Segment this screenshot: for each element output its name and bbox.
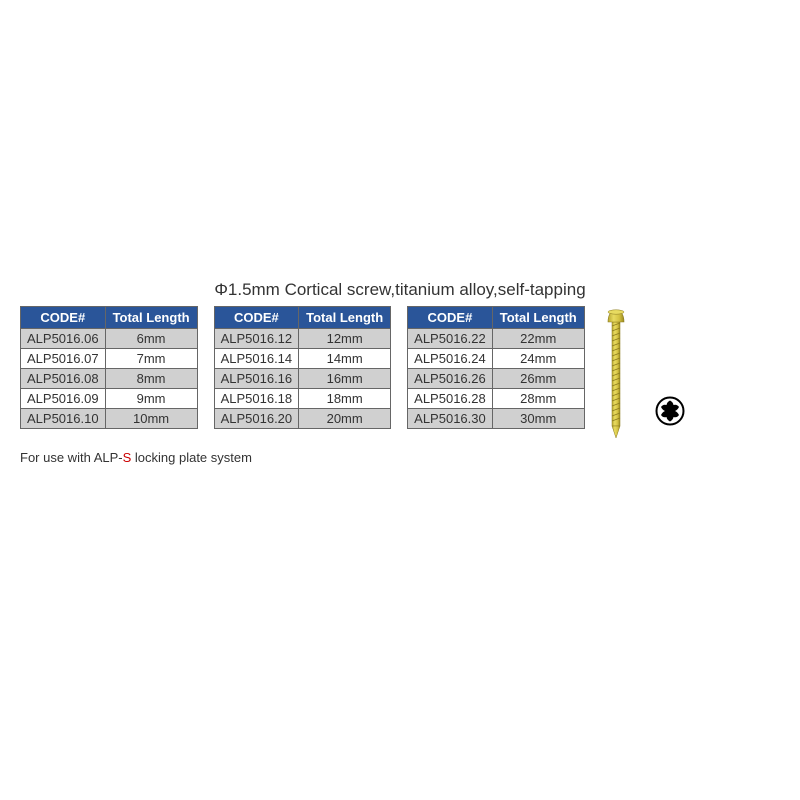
cell-length: 16mm — [299, 369, 391, 389]
table-row: ALP5016.1010mm — [21, 409, 198, 429]
cell-code: ALP5016.09 — [21, 389, 106, 409]
cell-length: 14mm — [299, 349, 391, 369]
table-row: ALP5016.2828mm — [408, 389, 585, 409]
footnote-pre: For use with ALP- — [20, 450, 123, 465]
cell-code: ALP5016.30 — [408, 409, 493, 429]
table-row: ALP5016.066mm — [21, 329, 198, 349]
cell-code: ALP5016.24 — [408, 349, 493, 369]
table-row: ALP5016.2020mm — [214, 409, 391, 429]
cell-code: ALP5016.26 — [408, 369, 493, 389]
col-code-header: CODE# — [408, 307, 493, 329]
cell-length: 6mm — [105, 329, 197, 349]
cell-code: ALP5016.06 — [21, 329, 106, 349]
cell-code: ALP5016.22 — [408, 329, 493, 349]
cell-length: 7mm — [105, 349, 197, 369]
col-code-header: CODE# — [214, 307, 299, 329]
table-row: ALP5016.088mm — [21, 369, 198, 389]
cell-length: 10mm — [105, 409, 197, 429]
cell-length: 12mm — [299, 329, 391, 349]
col-length-header: Total Length — [105, 307, 197, 329]
footnote: For use with ALP-S locking plate system — [20, 450, 780, 465]
code-table-2: CODE# Total Length ALP5016.1212mm ALP501… — [214, 306, 392, 429]
cell-length: 22mm — [492, 329, 584, 349]
tables-row: CODE# Total Length ALP5016.066mm ALP5016… — [20, 306, 780, 440]
col-length-header: Total Length — [492, 307, 584, 329]
table-row: ALP5016.2626mm — [408, 369, 585, 389]
cell-length: 18mm — [299, 389, 391, 409]
cell-length: 28mm — [492, 389, 584, 409]
screw-icon — [601, 306, 627, 440]
table-row: ALP5016.077mm — [21, 349, 198, 369]
cell-code: ALP5016.12 — [214, 329, 299, 349]
cell-code: ALP5016.18 — [214, 389, 299, 409]
table-row: ALP5016.1818mm — [214, 389, 391, 409]
cell-code: ALP5016.28 — [408, 389, 493, 409]
page-title: Φ1.5mm Cortical screw,titanium alloy,sel… — [100, 280, 700, 300]
table-row: ALP5016.099mm — [21, 389, 198, 409]
footnote-red: S — [123, 450, 132, 465]
table-row: ALP5016.3030mm — [408, 409, 585, 429]
col-length-header: Total Length — [299, 307, 391, 329]
col-code-header: CODE# — [21, 307, 106, 329]
code-table-1: CODE# Total Length ALP5016.066mm ALP5016… — [20, 306, 198, 429]
table-row: ALP5016.2424mm — [408, 349, 585, 369]
cell-code: ALP5016.10 — [21, 409, 106, 429]
cell-length: 30mm — [492, 409, 584, 429]
cell-code: ALP5016.16 — [214, 369, 299, 389]
cell-code: ALP5016.07 — [21, 349, 106, 369]
table-row: ALP5016.1212mm — [214, 329, 391, 349]
cell-length: 20mm — [299, 409, 391, 429]
cell-code: ALP5016.08 — [21, 369, 106, 389]
table-row: ALP5016.1414mm — [214, 349, 391, 369]
torx-icon — [643, 306, 679, 431]
table-row: ALP5016.2222mm — [408, 329, 585, 349]
cell-length: 24mm — [492, 349, 584, 369]
cell-length: 8mm — [105, 369, 197, 389]
cell-code: ALP5016.20 — [214, 409, 299, 429]
table-row: ALP5016.1616mm — [214, 369, 391, 389]
cell-length: 9mm — [105, 389, 197, 409]
cell-code: ALP5016.14 — [214, 349, 299, 369]
code-table-3: CODE# Total Length ALP5016.2222mm ALP501… — [407, 306, 585, 429]
cell-length: 26mm — [492, 369, 584, 389]
footnote-post: locking plate system — [131, 450, 252, 465]
